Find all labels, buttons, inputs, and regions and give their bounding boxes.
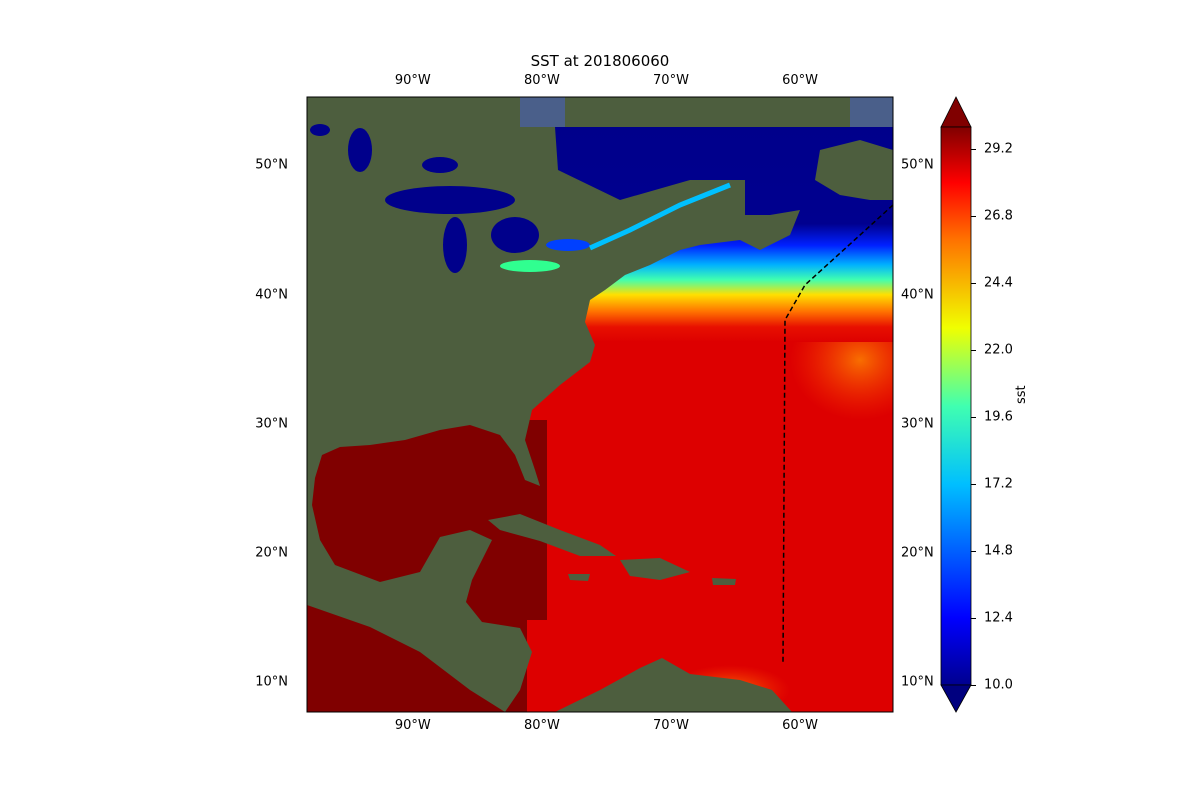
map-frame xyxy=(306,96,894,713)
jamaica-land xyxy=(568,574,590,581)
lat-tick-label: 30°N xyxy=(255,416,288,432)
lat-tick-label: 10°N xyxy=(255,674,288,690)
lake-huron xyxy=(491,217,539,253)
lat-tick-label: 30°N xyxy=(901,416,934,432)
colorbar-tick-mark xyxy=(971,685,976,686)
colorbar-tick-mark xyxy=(971,551,976,553)
colorbar-tick-label: 24.4 xyxy=(984,275,1013,291)
figure-title: SST at 201806060 xyxy=(530,52,670,70)
lat-tick-label: 40°N xyxy=(901,287,934,303)
colorbar-tick-mark xyxy=(971,350,976,352)
lake-superior xyxy=(385,186,515,214)
colorbar-label: sst xyxy=(1014,385,1029,404)
colorbar-tick-mark xyxy=(971,484,976,486)
lake-ontario xyxy=(546,239,590,251)
colorbar-tick-mark xyxy=(971,216,976,218)
colorbar-tick-label: 22.0 xyxy=(984,342,1013,358)
lake-erie xyxy=(500,260,560,272)
lon-tick-label: 90°W xyxy=(394,718,431,733)
lat-tick-label: 10°N xyxy=(901,674,934,690)
lat-tick-label: 20°N xyxy=(255,545,288,561)
top-imagery-strip xyxy=(520,97,565,127)
northern-lake xyxy=(310,124,330,136)
northern-lake xyxy=(422,157,458,173)
lon-tick-label: 90°W xyxy=(394,73,431,88)
lat-tick-label: 50°N xyxy=(255,157,288,173)
cuba-land xyxy=(488,514,616,556)
colorbar-tick-label: 14.8 xyxy=(984,543,1013,559)
colorbar-tick-mark xyxy=(971,149,976,151)
lon-tick-label: 70°W xyxy=(653,73,689,88)
colorbar-tick-label: 19.6 xyxy=(984,409,1013,425)
lon-tick-label: 60°W xyxy=(782,73,819,88)
colorbar-tick-mark xyxy=(971,417,976,419)
colorbar-tick-label: 26.8 xyxy=(984,208,1013,224)
lake-winnipeg xyxy=(348,128,372,172)
colorbar-body xyxy=(940,126,972,686)
colorbar-extend-top xyxy=(940,96,972,128)
map-area xyxy=(307,97,893,712)
lake-michigan xyxy=(443,217,467,273)
colorbar-tick-mark xyxy=(971,283,976,285)
great-lakes xyxy=(310,124,590,273)
top-imagery-strip xyxy=(850,97,893,127)
colorbar-tick-mark xyxy=(971,618,976,620)
dashed-track-line xyxy=(782,204,893,663)
colorbar-tick-label: 17.2 xyxy=(984,476,1013,492)
newfoundland-land xyxy=(815,140,893,200)
lat-tick-label: 40°N xyxy=(255,287,288,303)
colorbar-tick-label: 10.0 xyxy=(984,677,1013,693)
colorbar-extend-bottom xyxy=(940,684,972,713)
lon-tick-label: 60°W xyxy=(782,718,819,733)
hispaniola-land xyxy=(620,558,690,580)
puerto-rico-land xyxy=(712,578,736,585)
lon-tick-label: 70°W xyxy=(653,718,689,733)
lon-tick-label: 80°W xyxy=(523,718,560,733)
st-lawrence-river xyxy=(588,182,731,251)
south-america-land xyxy=(555,658,792,712)
lat-tick-label: 20°N xyxy=(901,545,934,561)
colorbar-tick-label: 29.2 xyxy=(984,141,1013,157)
colorbar-tick-label: 12.4 xyxy=(984,610,1013,626)
colorbar xyxy=(940,96,972,713)
lat-tick-label: 50°N xyxy=(901,157,934,173)
lon-tick-label: 80°W xyxy=(523,73,560,88)
